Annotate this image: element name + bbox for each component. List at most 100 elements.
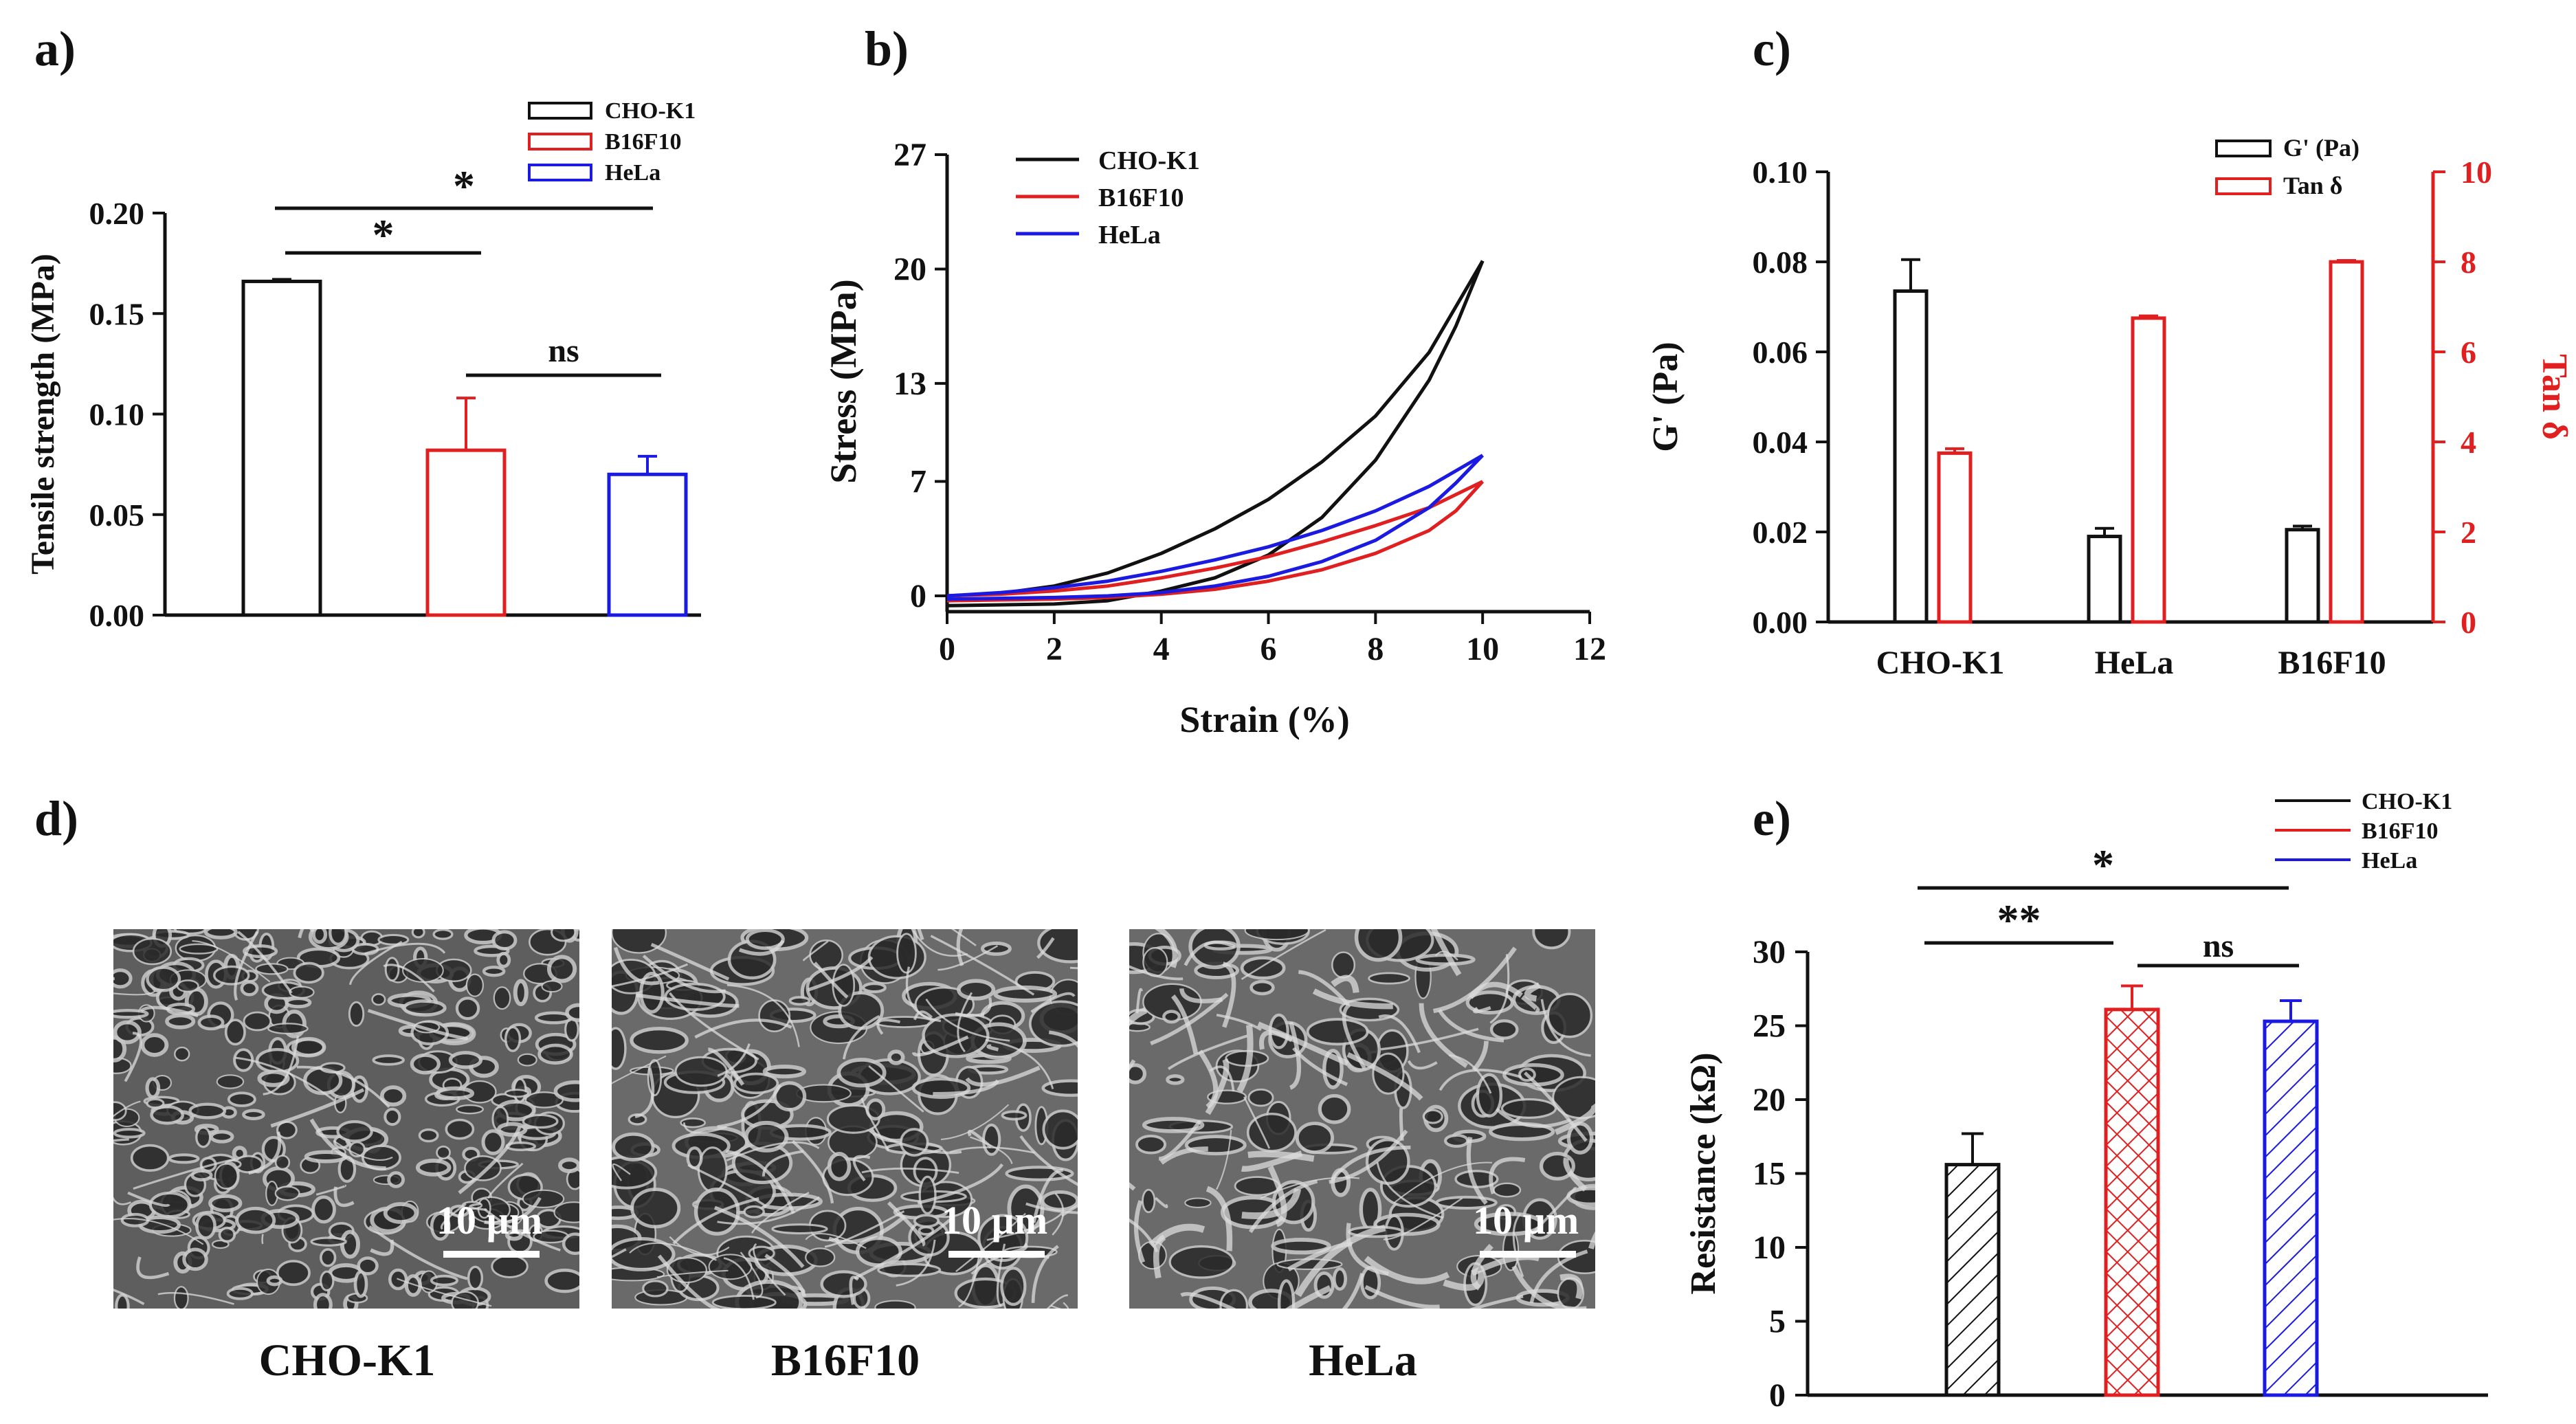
sem-pore [140,1033,169,1057]
sem-caption-hela: HeLa [1309,1335,1417,1386]
sem-pore [195,1126,212,1148]
sem-fiber [717,1084,782,1128]
panel-a-chart: 0.00 0.05 0.10 0.15 0.20 Tensile strength (MP… [25,98,701,633]
sem-pore [266,1275,283,1287]
sem-pore [1422,1109,1443,1124]
bar [2285,528,2320,624]
sem-pore [436,1145,451,1160]
sem-pore [418,1128,439,1143]
sem-pore [1142,1117,1205,1133]
sem-pore [113,968,133,989]
sem-fiber [740,1251,764,1299]
sem-fiber [1298,970,1350,1006]
sem-fiber [1184,940,1236,966]
bar [2263,1019,2319,1397]
sem-pore [132,937,173,966]
y-axis-label: Resistance (kΩ) [1684,1052,1723,1294]
sem-pore [455,997,480,1021]
sem-pore [430,1212,451,1241]
sem-pore [1476,1073,1503,1117]
sem-pore [329,929,348,946]
sem-pore [762,1065,806,1079]
sem-pore [1546,992,1593,1038]
sem-fiber [1472,1041,1489,1072]
sem-pore [491,1254,529,1278]
sem-pore [612,1132,655,1161]
sem-caption-b16f10: B16F10 [770,1335,920,1386]
sem-pore [896,933,917,974]
sem-pore [387,1171,405,1188]
sem-pore [465,973,484,997]
sem-fiber [192,940,271,983]
significance-label: ns [548,333,579,369]
sem-pore [562,1232,579,1255]
sem-pore [1500,1098,1557,1120]
sem-pore [348,1001,365,1027]
sem-fiber [1285,1284,1332,1309]
sem-pore [214,1163,238,1190]
sem-fiber [738,939,785,956]
sem-pore [496,951,511,968]
y-tick-label: 0.00 [89,598,145,633]
sem-pore [113,1009,149,1019]
y-tick-label-right: 2 [2461,515,2476,550]
sem-fiber [940,1104,1010,1141]
sem-fiber [824,1210,905,1248]
sem-fiber [1050,1302,1069,1309]
sem-fiber [723,1257,755,1300]
sem-fiber [1342,1273,1364,1309]
series-line-unloading [946,454,1484,601]
y-tick-label: 20 [893,251,926,287]
y-tick-label-right: 8 [2461,245,2476,280]
sem-fiber [861,1167,959,1174]
legend-swatch [2215,177,2272,195]
y-axis-label-left: G' (Pa) [1646,342,1685,452]
sem-pore [491,930,518,951]
sem-fiber [136,1256,170,1280]
sem-fiber [1025,1202,1078,1214]
panel-label-c: c) [1753,21,1791,76]
sem-fiber [1179,988,1223,1003]
sem-fiber [1135,988,1143,1014]
sem-pore [1042,1109,1078,1150]
sem-fiber [1473,1005,1491,1014]
sem-fiber [986,1211,1064,1241]
sem-pore [827,1151,852,1181]
sem-fiber [726,1150,795,1214]
sem-fiber [1364,1256,1450,1284]
y-tick-label: 7 [910,464,926,500]
sem-fiber [1236,1024,1254,1093]
sem-pore [544,1268,579,1293]
sem-pore [188,1102,227,1120]
sem-fiber [687,1164,767,1208]
sem-fiber [753,1243,786,1296]
sem-pore [383,1202,419,1224]
sem-pore [267,1023,309,1035]
sem-pore [227,1091,256,1107]
y-tick-label-left: 0.04 [1753,425,1808,460]
sem-fiber [852,1155,871,1181]
sem-fiber [1243,1096,1271,1149]
sem-fiber [807,955,874,992]
sem-fiber [1469,1294,1524,1309]
sem-fiber [762,1150,804,1177]
sem-fiber [949,1146,1035,1154]
sem-fiber [805,1233,867,1249]
sem-pore [504,1230,523,1241]
sem-fiber [333,1186,355,1208]
sem-fiber [1364,1284,1440,1309]
series-line-unloading [946,260,1485,608]
sem-pore [218,1226,236,1243]
sem-fiber [1524,1071,1588,1142]
sem-fiber [298,929,315,939]
sem-pore [874,1016,934,1028]
panel-label-a: a) [34,21,76,76]
sem-fiber [813,961,849,999]
sem-fiber [1496,1107,1571,1128]
sem-pore [208,1194,243,1213]
sem-fiber [708,1047,745,1086]
sem-fiber [849,1276,860,1305]
sem-fiber [1180,1292,1236,1309]
sem-fiber [1399,1108,1404,1141]
sem-pore [113,1020,142,1045]
